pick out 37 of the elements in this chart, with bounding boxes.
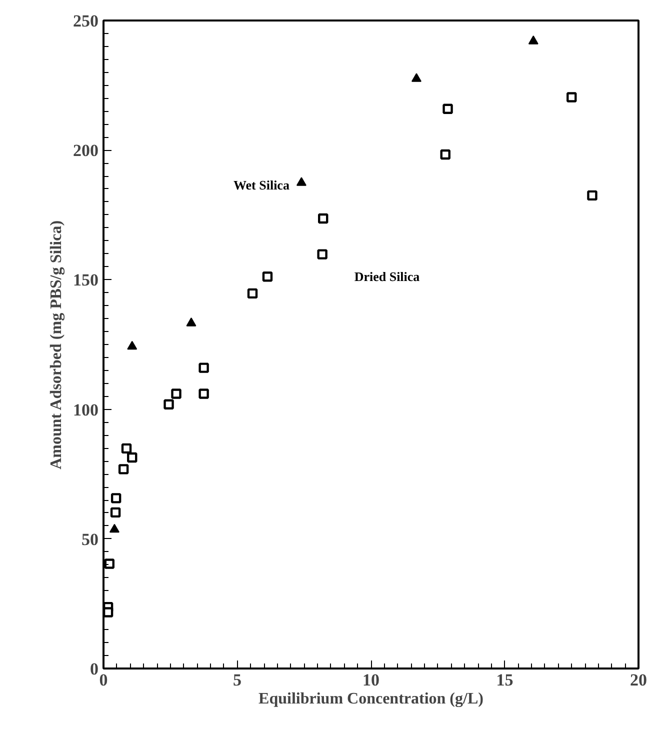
point <box>127 452 138 463</box>
point <box>110 507 121 518</box>
point <box>587 190 598 201</box>
point <box>296 177 306 186</box>
point <box>127 340 138 350</box>
point <box>442 104 453 114</box>
x-tick-label: 20 <box>630 670 647 690</box>
point <box>317 249 328 260</box>
point <box>164 399 174 410</box>
x-tick-label: 15 <box>496 670 514 690</box>
point <box>411 73 422 82</box>
text: Dried Silica <box>354 268 420 284</box>
y-tick-label: 50 <box>82 530 98 549</box>
series-label: Wet Silica <box>233 177 290 192</box>
point <box>262 271 273 282</box>
point <box>121 443 132 454</box>
x-tick-label: 5 <box>233 670 242 690</box>
point <box>198 388 209 399</box>
point <box>440 149 450 160</box>
point <box>118 464 129 474</box>
x-tick-label: 10 <box>362 670 380 690</box>
point <box>171 388 182 399</box>
point <box>104 558 114 569</box>
point <box>186 318 196 326</box>
x-axis-title: Equilibrium Concentration (g/L) <box>258 690 484 708</box>
point <box>247 288 258 299</box>
y-axis-title: Amount Adsorbed (mg PBS/g Silica) <box>48 220 65 470</box>
y-tick-label: 200 <box>73 141 98 160</box>
y-tick-label: 100 <box>73 400 98 420</box>
y-tick-label: 150 <box>73 270 98 290</box>
point <box>110 493 122 504</box>
point <box>566 92 577 102</box>
point <box>318 213 328 224</box>
point <box>198 362 209 373</box>
point <box>109 524 120 533</box>
point <box>528 36 538 44</box>
y-tick-label: 250 <box>73 12 98 30</box>
